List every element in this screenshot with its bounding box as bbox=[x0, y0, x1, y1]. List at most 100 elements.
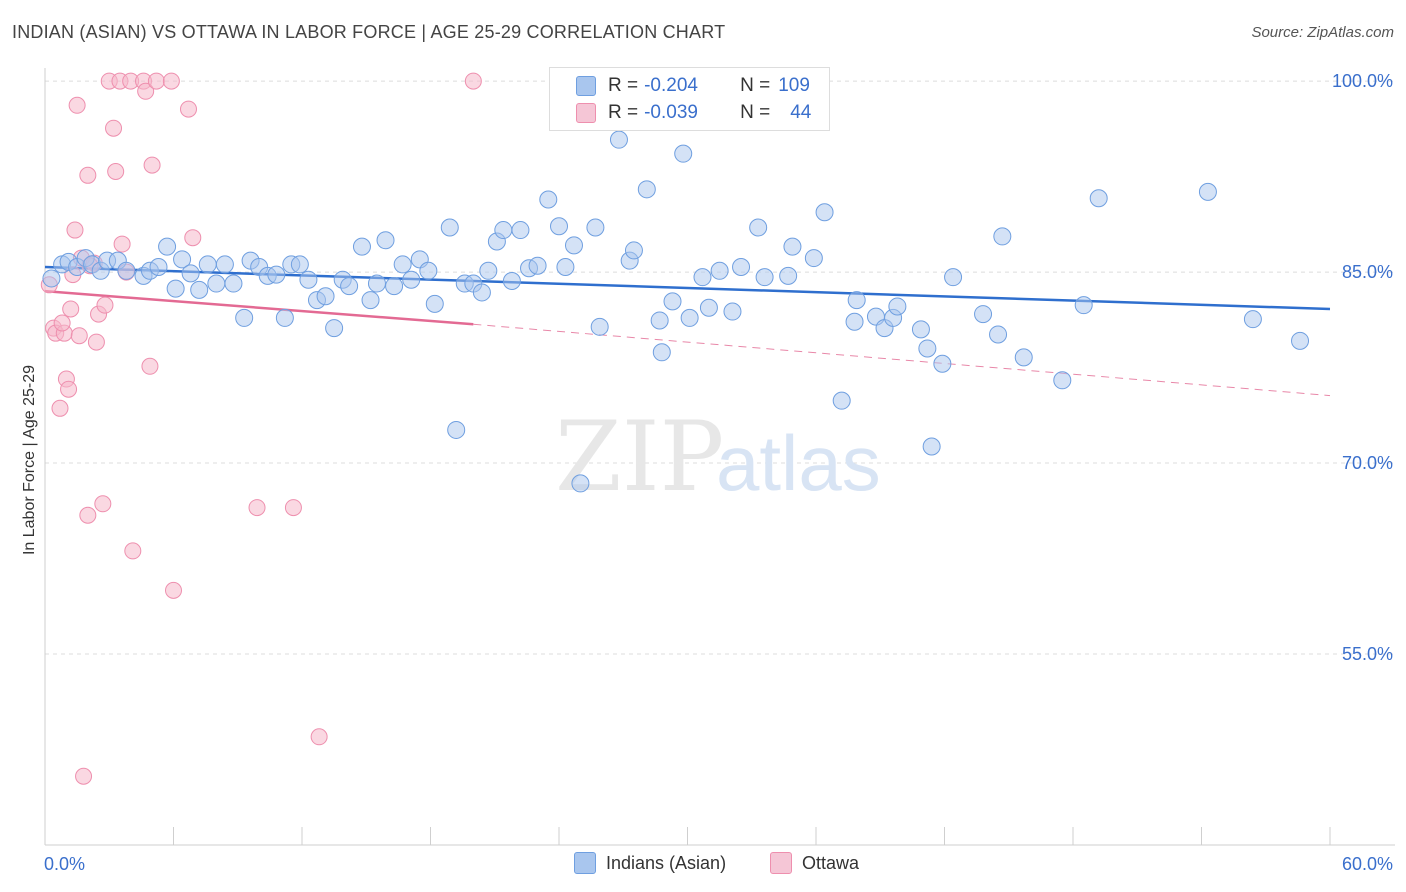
y-tick-label: 70.0% bbox=[1342, 453, 1393, 473]
y-tick-label: 55.0% bbox=[1342, 644, 1393, 664]
data-point-indians bbox=[42, 269, 61, 288]
data-point-ottawa bbox=[141, 357, 159, 375]
watermark: ZIP atlas bbox=[555, 401, 881, 513]
data-point-indians bbox=[376, 231, 395, 250]
data-point-indians bbox=[888, 297, 907, 316]
data-point-indians bbox=[299, 270, 318, 289]
x-tick-label: 0.0% bbox=[44, 854, 85, 874]
data-point-indians bbox=[699, 298, 718, 317]
data-point-indians bbox=[352, 237, 371, 256]
data-point-indians bbox=[680, 308, 699, 327]
data-point-ottawa bbox=[66, 221, 84, 239]
data-point-indians bbox=[749, 218, 768, 237]
data-point-indians bbox=[693, 268, 712, 287]
trend-line-ottawa-extension bbox=[473, 323, 1331, 397]
data-point-indians bbox=[847, 291, 866, 310]
data-point-indians bbox=[845, 312, 864, 331]
legend-row-ottawa: R = -0.039 N = 44 bbox=[550, 100, 811, 126]
y-axis-label: In Labor Force | Age 25-29 bbox=[21, 364, 38, 556]
data-point-indians bbox=[502, 271, 521, 290]
data-point-indians bbox=[586, 218, 605, 237]
data-point-indians bbox=[207, 274, 226, 293]
chart-title: INDIAN (ASIAN) VS OTTAWA IN LABOR FORCE … bbox=[12, 22, 726, 42]
data-point-indians bbox=[290, 255, 309, 274]
data-point-ottawa bbox=[310, 728, 328, 746]
data-point-ottawa bbox=[248, 499, 266, 517]
data-point-indians bbox=[624, 241, 643, 260]
data-point-ottawa bbox=[105, 119, 123, 137]
data-point-ottawa bbox=[70, 327, 88, 345]
data-point-ottawa bbox=[143, 156, 161, 174]
data-point-ottawa bbox=[284, 499, 302, 517]
legend-item-indians: Indians (Asian) bbox=[574, 852, 726, 874]
data-point-indians bbox=[609, 130, 628, 149]
legend-n-label: N = bbox=[740, 75, 771, 96]
data-point-indians bbox=[166, 279, 185, 298]
data-point-indians bbox=[190, 280, 209, 299]
data-point-indians bbox=[993, 227, 1012, 246]
data-point-indians bbox=[275, 308, 294, 327]
data-point-indians bbox=[652, 343, 671, 362]
data-point-indians bbox=[447, 420, 466, 439]
data-point-indians bbox=[494, 221, 513, 240]
legend-swatch-pink bbox=[770, 852, 792, 874]
data-point-indians bbox=[528, 256, 547, 275]
data-point-indians bbox=[173, 250, 192, 269]
data-point-ottawa bbox=[96, 296, 114, 314]
legend-label-indians: Indians (Asian) bbox=[606, 852, 727, 873]
legend-swatch-blue bbox=[576, 76, 596, 96]
data-point-ottawa bbox=[75, 767, 93, 785]
data-point-ottawa bbox=[68, 96, 86, 114]
legend-series: Indians (Asian) Ottawa bbox=[0, 852, 1406, 878]
data-point-ottawa bbox=[464, 72, 482, 90]
data-point-ottawa bbox=[179, 100, 197, 118]
data-point-indians bbox=[1198, 182, 1217, 201]
watermark-zip: ZIP bbox=[555, 401, 724, 513]
data-point-indians bbox=[1053, 371, 1072, 390]
data-point-ottawa bbox=[79, 166, 97, 184]
y-tick-label: 85.0% bbox=[1342, 262, 1393, 282]
tick-labels: 100.0% 85.0% 70.0% 55.0% 0.0% 60.0% bbox=[44, 71, 1393, 874]
legend-r-label: R = bbox=[608, 102, 639, 123]
data-point-indians bbox=[181, 264, 200, 283]
data-point-indians bbox=[472, 283, 491, 302]
data-point-ottawa bbox=[107, 162, 125, 180]
data-point-indians bbox=[425, 294, 444, 313]
data-point-indians bbox=[974, 305, 993, 324]
data-point-indians bbox=[1243, 310, 1262, 329]
data-point-ottawa bbox=[137, 82, 155, 100]
data-point-ottawa bbox=[165, 581, 182, 599]
data-point-indians bbox=[149, 257, 168, 276]
data-point-indians bbox=[402, 270, 421, 289]
data-point-indians bbox=[385, 277, 404, 296]
x-tick-label: 60.0% bbox=[1342, 854, 1393, 874]
legend-n-value: 109 bbox=[778, 75, 810, 96]
data-point-indians bbox=[755, 268, 774, 287]
legend-item-ottawa: Ottawa bbox=[770, 852, 859, 874]
legend-r-label: R = bbox=[608, 75, 639, 96]
data-point-indians bbox=[1074, 296, 1093, 315]
legend-swatch-pink bbox=[576, 103, 596, 123]
chart-source: Source: ZipAtlas.com bbox=[1251, 24, 1394, 41]
data-point-ottawa bbox=[113, 235, 131, 253]
data-point-indians bbox=[367, 274, 386, 293]
data-point-indians bbox=[911, 320, 930, 339]
data-point-indians bbox=[663, 292, 682, 311]
data-point-indians bbox=[590, 317, 609, 336]
data-point-indians bbox=[440, 218, 459, 237]
data-point-indians bbox=[267, 265, 286, 284]
data-point-ottawa bbox=[162, 72, 180, 90]
data-point-indians bbox=[783, 237, 802, 256]
data-point-indians bbox=[1291, 331, 1310, 350]
data-point-indians bbox=[511, 221, 530, 240]
y-tick-label: 100.0% bbox=[1332, 71, 1393, 91]
data-point-indians bbox=[556, 257, 575, 276]
grid bbox=[45, 80, 1395, 655]
data-point-indians bbox=[224, 274, 243, 293]
data-point-indians bbox=[564, 236, 583, 255]
data-point-indians bbox=[922, 437, 941, 456]
axes bbox=[44, 68, 1395, 846]
data-point-indians bbox=[637, 180, 656, 199]
data-points bbox=[40, 72, 1310, 785]
